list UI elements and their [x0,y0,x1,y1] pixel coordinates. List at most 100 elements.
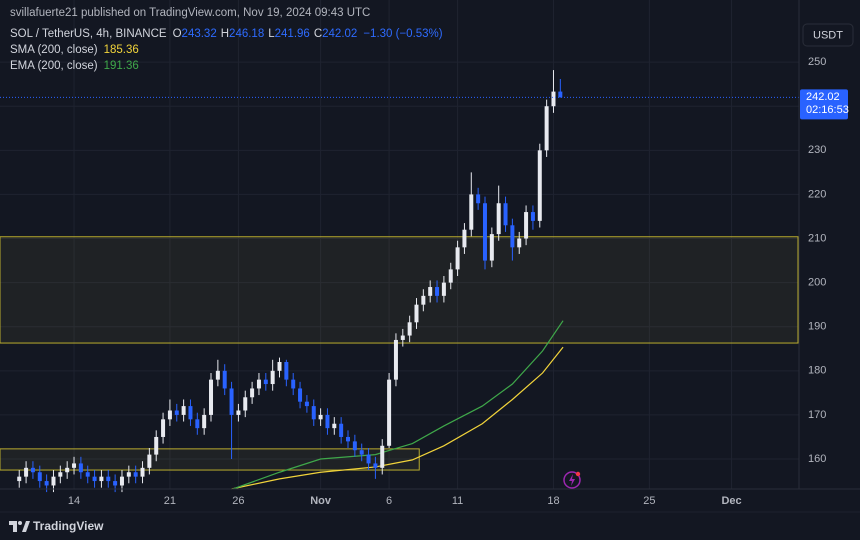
candle-body [263,379,268,385]
candle-body [147,454,152,468]
header: svillafuerte21 published on TradingView.… [10,5,443,74]
last-price-box [800,89,848,120]
candle-body [58,472,63,477]
indicator-legend: SMA (200, close) 185.36 EMA (200, close) 19… [10,42,443,74]
zones [0,236,799,471]
candle-body [530,212,535,221]
candle-body [209,379,214,415]
ohlc-value: 242.02 [322,28,358,40]
last-price-label: 242.02 [806,91,840,103]
y-tick-label: 190 [808,321,826,333]
candle-body [551,91,556,107]
candle-body [325,414,330,429]
indicator-value: 191.36 [103,60,139,72]
candle-body [352,441,357,451]
candle-body [256,379,261,389]
candle-body [448,269,453,283]
candle-body [332,423,337,429]
x-tick-label: 6 [386,495,392,507]
ohlc-value: 243.32 [181,28,217,40]
candle-body [119,476,124,486]
candle-body [270,370,275,385]
indicator-value: 185.36 [103,44,139,56]
candle-body [428,287,433,296]
candle-body [24,467,29,477]
candle-body [359,450,364,455]
y-tick-label: 230 [808,144,826,156]
candle-body [462,229,467,248]
candle-body [298,388,303,402]
candle-body [304,401,309,407]
candle-body [277,361,282,371]
candle-body [387,379,392,446]
countdown: 02:16:53 [806,104,849,116]
candle-body [503,203,508,226]
candle-body [400,335,405,340]
indicator-line [231,346,564,490]
candle-body [92,476,97,482]
x-tick-label: 26 [232,495,244,507]
candle-body [318,414,323,420]
candle-body [414,304,419,323]
candle-body [236,410,241,415]
candle-body [250,388,255,398]
candle-body [284,361,289,380]
candle-body [380,445,385,468]
candle-body [489,234,494,261]
candle-body [229,388,234,415]
indicator-line [232,320,564,490]
ohlc-item: H246.18 [221,26,265,42]
footer-logo [9,521,30,532]
y-tick-label: 180 [808,365,826,377]
candle-body [346,436,350,442]
candle-body [373,463,378,468]
candle-body [113,481,118,486]
ohlc: O243.32 H246.18 L241.96 C242.02 [173,26,358,42]
candle-body [222,370,227,389]
candle-body [517,238,522,248]
candle-body [366,454,371,464]
x-tick-label: 11 [452,495,463,507]
candle-body [339,423,344,437]
candle-body [72,463,77,468]
candle-body [455,247,460,270]
candle-body [291,379,296,389]
candle-body [558,91,563,98]
candle-body [441,282,446,296]
y-tick-label: 210 [808,232,826,244]
candle-body [202,414,207,429]
candle-body [469,194,474,230]
candle-body [421,295,426,305]
candle-body [133,472,138,477]
axes: 160170180190200210220230240250142126Nov6… [68,56,849,507]
candle-body [188,406,193,420]
y-tick-label: 170 [808,409,826,421]
candle-body [482,203,487,261]
symbol: SOL / TetherUS, 4h, BINANCE [10,28,167,40]
candle-body [476,194,481,204]
ohlc-label: O [172,28,182,40]
candle-body [174,410,179,415]
candle-body [537,150,542,221]
zone [0,448,420,471]
alert-icon [563,471,581,489]
indicator-name: EMA (200, close) [10,60,98,72]
candle-body [407,322,412,336]
y-tick-label: 200 [808,277,826,289]
candle-body [215,370,220,380]
candle-body [17,476,22,482]
candle-body [78,463,83,473]
ohlc-label: H [220,28,230,40]
candle-body [154,436,159,455]
candle-body [126,472,131,477]
candle-body [65,467,70,473]
currency-box[interactable] [802,23,854,47]
indicator-name: SMA (200, close) [10,44,98,56]
candle-body [524,212,529,239]
candle-body [181,406,186,415]
ohlc-item: O243.32 [173,26,217,42]
candle-body [496,203,501,235]
